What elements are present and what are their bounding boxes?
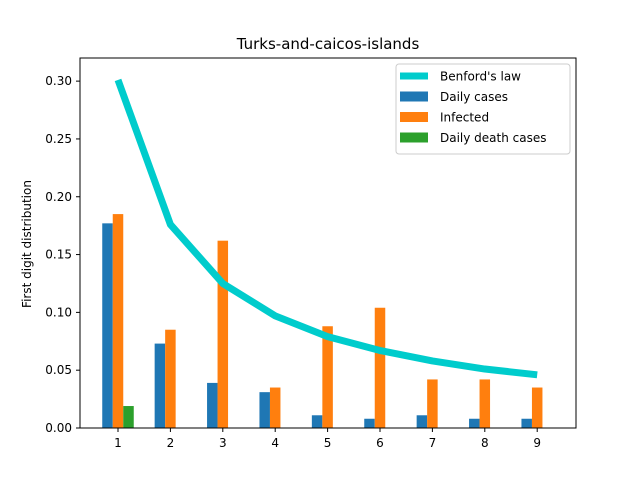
bar-infected-6	[374, 307, 386, 428]
bar-daily-cases-3	[207, 382, 218, 428]
benford-law-line	[114, 78, 538, 379]
y-tick-label-0.15: 0.15	[45, 248, 72, 262]
bar-daily-cases-5	[311, 415, 323, 428]
legend: Benford's law Daily cases Infected Daily de…	[395, 63, 571, 155]
bar-daily-cases-6	[364, 418, 375, 428]
y-axis: 0.00 0.05 0.10 0.15 0.20 0.25 0.30	[45, 74, 80, 435]
legend-box	[395, 63, 571, 155]
bar-infected-9	[531, 387, 543, 428]
bar-daily-cases-9	[521, 418, 532, 428]
y-tick-label-0.30: 0.30	[45, 74, 72, 88]
y-tick-label-0.25: 0.25	[45, 132, 72, 146]
x-tick-label-6: 6	[376, 436, 384, 450]
legend-label-benford-s-law: Benford's law	[440, 70, 521, 84]
bar-daily-death-cases-1	[123, 406, 134, 428]
bar-daily-cases-2	[154, 343, 166, 428]
x-tick-label-8: 8	[481, 436, 489, 450]
legend-swatch-daily-death-cases	[400, 132, 428, 143]
legend-swatch-infected	[400, 112, 428, 122]
bar-infected-3	[217, 240, 229, 428]
legend-label-infected: Infected	[440, 111, 489, 125]
line-group	[114, 78, 538, 379]
legend-label-daily-death-cases: Daily death cases	[440, 131, 547, 145]
bar-daily-cases-4	[259, 392, 270, 428]
bar-infected-5	[322, 326, 333, 428]
y-axis-label: First digit distribution	[20, 180, 34, 308]
x-tick-label-5: 5	[324, 436, 332, 450]
x-axis: 1 2 3 4 5 6 7 8 9	[114, 428, 541, 450]
y-tick-label-0.00: 0.00	[45, 421, 72, 435]
bar-infected-2	[165, 329, 176, 428]
x-tick-label-2: 2	[167, 436, 175, 450]
x-tick-label-3: 3	[219, 436, 227, 450]
bar-infected-4	[269, 387, 281, 428]
bar-daily-cases-1	[102, 223, 113, 428]
x-tick-label-7: 7	[429, 436, 437, 450]
bar-daily-cases-8	[469, 418, 480, 428]
y-tick-label-0.20: 0.20	[45, 190, 72, 204]
bar-infected-1	[112, 214, 124, 428]
bar-group	[102, 214, 543, 428]
bar-infected-8	[479, 379, 491, 428]
bar-daily-cases-7	[416, 415, 428, 428]
bar-infected-7	[427, 379, 438, 428]
legend-swatch-daily-cases	[400, 91, 428, 102]
x-tick-label-1: 1	[114, 436, 122, 450]
y-tick-label-0.05: 0.05	[45, 363, 72, 377]
x-tick-label-9: 9	[533, 436, 541, 450]
x-tick-label-4: 4	[271, 436, 279, 450]
y-tick-label-0.10: 0.10	[45, 305, 72, 319]
legend-label-daily-cases: Daily cases	[440, 90, 508, 104]
chart-title: Turks-and-caicos-islands	[236, 35, 420, 53]
